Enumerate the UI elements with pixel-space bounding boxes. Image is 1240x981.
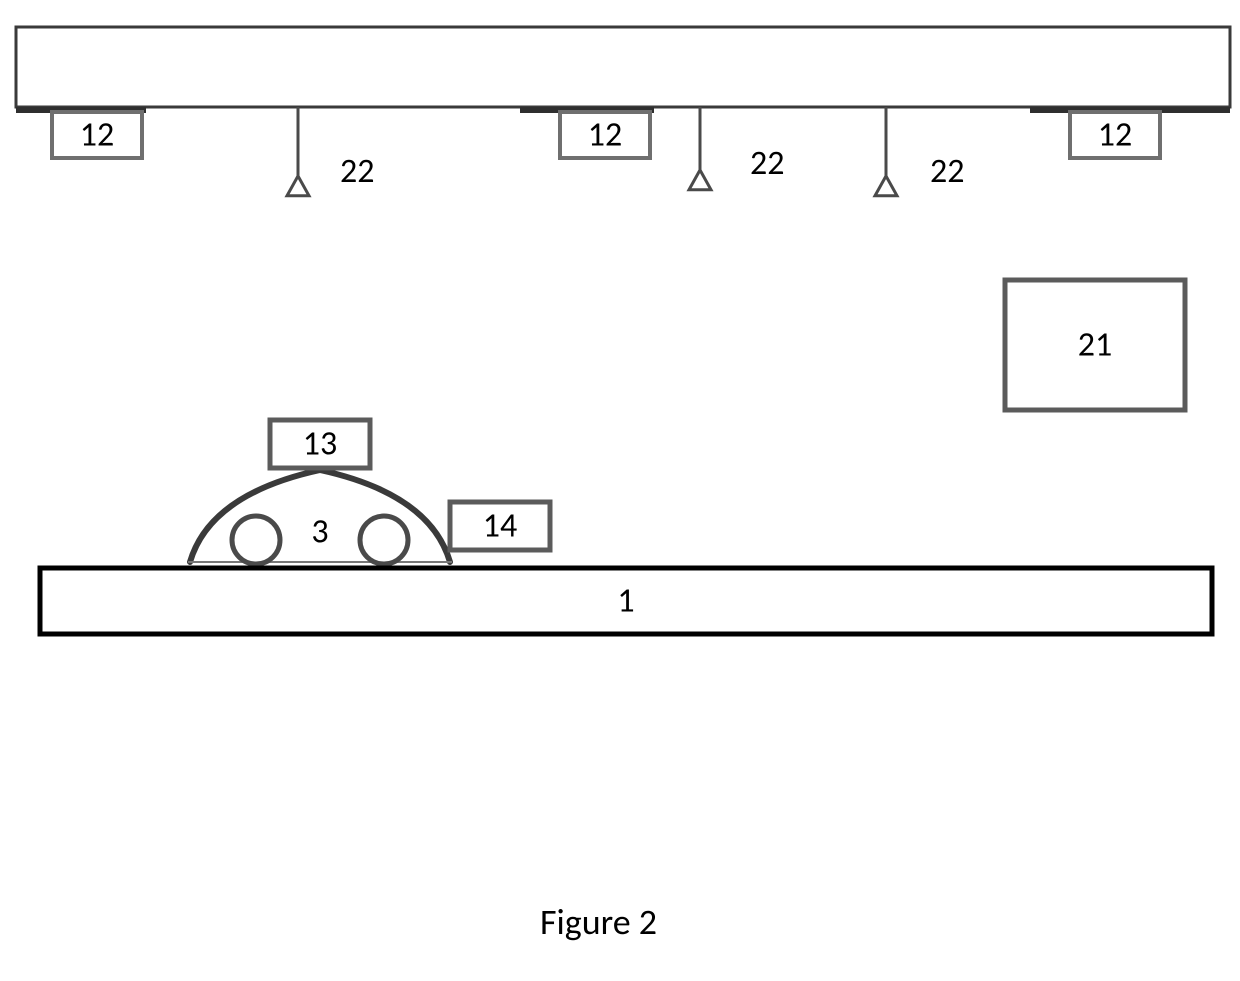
hanger-b: 22 — [689, 107, 784, 190]
hanger-a: 22 — [287, 107, 374, 196]
ceiling-box-group-a: 12 — [16, 107, 146, 158]
hanger-b-label: 22 — [750, 143, 784, 184]
ceiling-box-c-label: 12 — [1098, 115, 1132, 156]
hanger-b-triangle — [689, 170, 711, 190]
hanger-c-triangle — [875, 176, 897, 196]
ceiling-box-a-label: 12 — [80, 115, 114, 156]
ground: 1 — [40, 568, 1212, 634]
car-body-label: 3 — [311, 512, 328, 553]
ceiling-box-b-label: 12 — [588, 115, 622, 156]
car-wheel-1 — [232, 516, 280, 564]
hanger-c-label: 22 — [930, 151, 964, 192]
figure-caption: Figure 2 — [540, 900, 657, 944]
ceiling-box-group-b: 12 — [520, 107, 654, 158]
ceiling-box-group-c: 12 — [1030, 107, 1230, 158]
car-wheel-2 — [360, 516, 408, 564]
diagram-svg: 12 12 12 22 22 22 — [0, 0, 1240, 981]
ground-label: 1 — [617, 581, 634, 622]
car-top-box-label: 13 — [303, 424, 337, 465]
car: 3 13 14 — [188, 420, 550, 564]
hanger-c: 22 — [875, 107, 964, 196]
side-box-label: 21 — [1078, 325, 1112, 366]
hanger-a-label: 22 — [340, 151, 374, 192]
ceiling-rect — [16, 27, 1230, 107]
hanger-a-triangle — [287, 176, 309, 196]
car-front-box-label: 14 — [483, 506, 517, 547]
figure-stage: 12 12 12 22 22 22 — [0, 0, 1240, 981]
side-box-21: 21 — [1005, 280, 1185, 410]
